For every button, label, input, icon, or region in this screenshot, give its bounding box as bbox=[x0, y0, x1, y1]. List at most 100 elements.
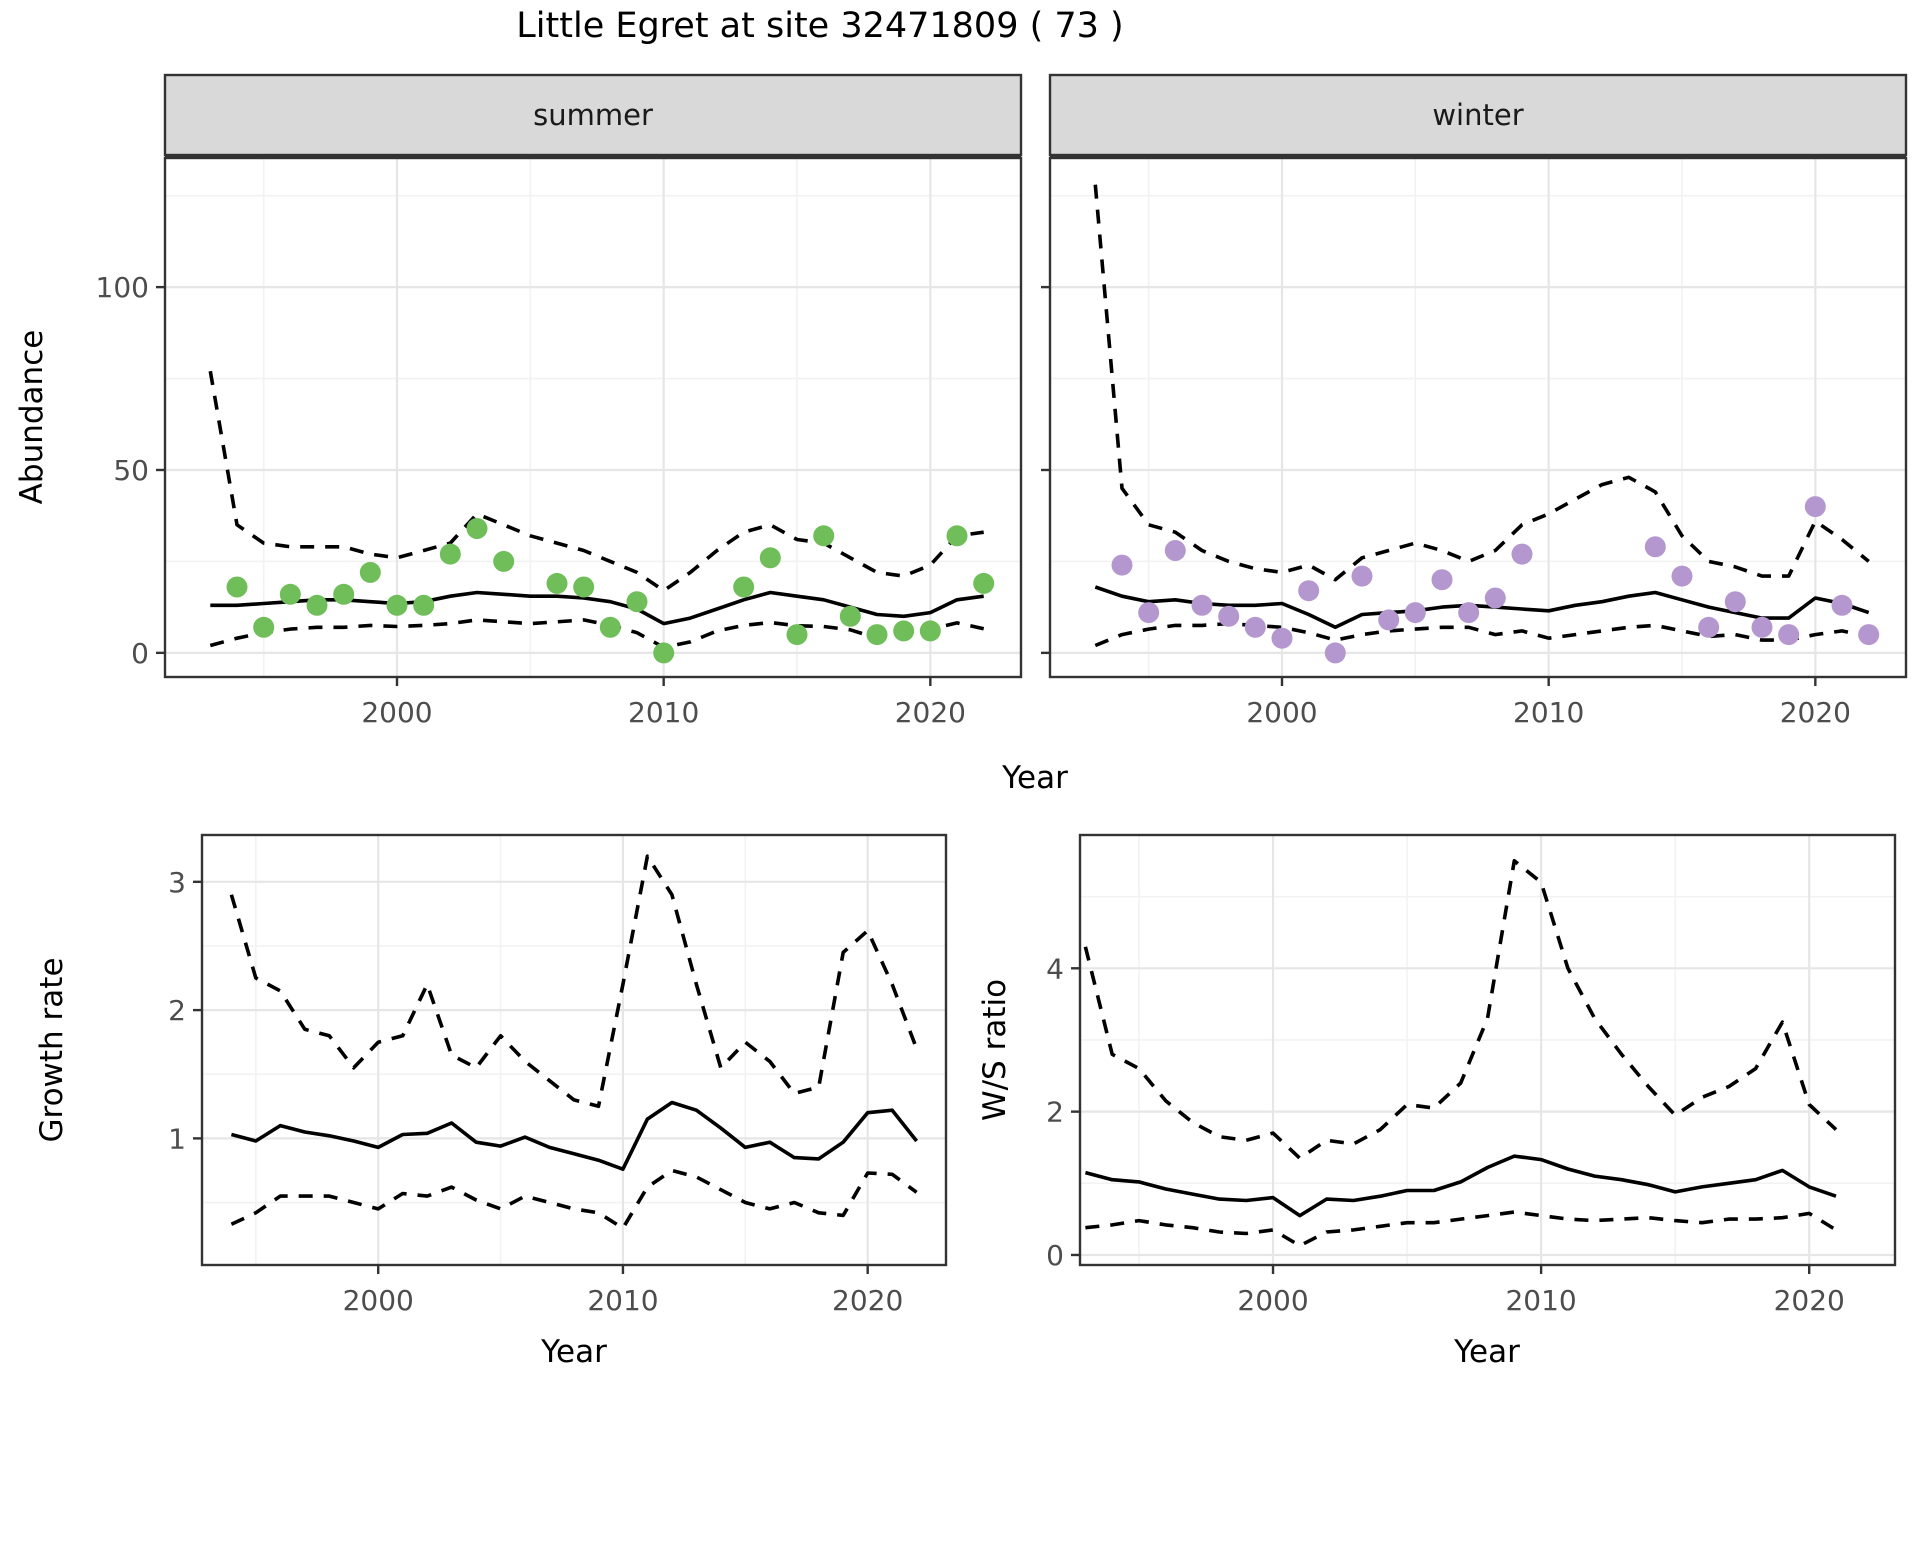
data-point bbox=[1751, 616, 1773, 638]
x-tick-label: 2020 bbox=[1774, 1284, 1845, 1317]
x-tick-label: 2000 bbox=[1246, 696, 1317, 729]
growth-rate-axis-title: Growth rate bbox=[34, 957, 70, 1143]
data-point bbox=[1324, 642, 1346, 664]
fit-line bbox=[230, 1100, 919, 1171]
data-point bbox=[1191, 594, 1213, 616]
x-tick-label: 2000 bbox=[1237, 1284, 1308, 1317]
data-point bbox=[1271, 627, 1293, 649]
growth-rate-panel: 2000 2010 2020 1 2 3 bbox=[168, 833, 948, 1317]
data-point bbox=[1218, 605, 1240, 627]
gridlines bbox=[165, 158, 1021, 677]
data-point bbox=[1431, 569, 1453, 591]
data-point bbox=[1138, 602, 1160, 624]
lower_ci-line bbox=[209, 618, 985, 650]
x-tick-label: 2010 bbox=[1505, 1284, 1576, 1317]
data-point bbox=[1804, 496, 1826, 518]
data-point bbox=[1404, 602, 1426, 624]
upper_ci-line bbox=[1083, 859, 1838, 1160]
data-point bbox=[759, 547, 781, 569]
y-tick-label: 3 bbox=[168, 866, 186, 899]
data-point bbox=[1111, 554, 1133, 576]
gridlines bbox=[1080, 835, 1895, 1265]
data-point bbox=[1378, 609, 1400, 631]
panel-border bbox=[1078, 833, 1897, 1267]
x-tick-label: 2010 bbox=[628, 696, 699, 729]
data-point bbox=[599, 616, 621, 638]
upper_ci-line bbox=[1093, 184, 1870, 582]
facet-strip-label: summer bbox=[533, 98, 653, 132]
data-point bbox=[1698, 616, 1720, 638]
data-point bbox=[973, 572, 995, 594]
data-point bbox=[946, 525, 968, 547]
y-tick-label: 0 bbox=[1046, 1239, 1064, 1272]
data-point bbox=[1724, 591, 1746, 613]
abundance-axis-title: Abundance bbox=[14, 329, 50, 505]
abundance-winter-panel: 2000 2010 2020 winter bbox=[1041, 73, 1908, 729]
panel-background bbox=[202, 835, 946, 1265]
abundance-summer-panel: 2000 2010 2020 0 50 100 summer bbox=[96, 73, 1023, 729]
observed_counts-points bbox=[226, 518, 995, 664]
plot-title: Little Egret at site 32471809 ( 73 ) bbox=[516, 6, 1124, 46]
y-tick-label: 4 bbox=[1046, 952, 1064, 985]
x-tick-label: 2010 bbox=[587, 1284, 658, 1317]
data-point bbox=[413, 594, 435, 616]
data-point bbox=[333, 583, 355, 605]
y-tick-label: 1 bbox=[168, 1122, 186, 1155]
data-point bbox=[386, 594, 408, 616]
data-point bbox=[226, 576, 248, 598]
data-point bbox=[573, 576, 595, 598]
lower_ci-line bbox=[1085, 1210, 1837, 1248]
data-point bbox=[1351, 565, 1373, 587]
axis-ticks: 2000 2010 2020 0 50 100 bbox=[96, 271, 966, 729]
year-axis-title-top: Year bbox=[1002, 760, 1068, 796]
x-tick-label: 2020 bbox=[895, 696, 966, 729]
facet-strip: winter bbox=[1048, 73, 1908, 158]
y-tick-label: 0 bbox=[131, 637, 149, 670]
data-point bbox=[839, 605, 861, 627]
data-point bbox=[546, 572, 568, 594]
x-tick-label: 2020 bbox=[1780, 696, 1851, 729]
data-point bbox=[1858, 624, 1880, 646]
fit-line bbox=[1094, 585, 1870, 630]
data-point bbox=[279, 583, 301, 605]
data-point bbox=[866, 624, 888, 646]
data-point bbox=[306, 594, 328, 616]
ws-ratio-panel: 2000 2010 2020 0 2 4 bbox=[1046, 833, 1897, 1317]
y-tick-label: 2 bbox=[1046, 1096, 1064, 1129]
data-point bbox=[1778, 624, 1800, 646]
y-tick-label: 2 bbox=[168, 994, 186, 1027]
data-point bbox=[786, 624, 808, 646]
data-point bbox=[1244, 616, 1266, 638]
x-tick-label: 2020 bbox=[832, 1284, 903, 1317]
facet-strip: summer bbox=[163, 73, 1023, 158]
data-point bbox=[1831, 594, 1853, 616]
data-point bbox=[359, 561, 381, 583]
data-point bbox=[733, 576, 755, 598]
axis-ticks: 2000 2010 2020 1 2 3 bbox=[168, 866, 903, 1317]
y-tick-label: 100 bbox=[96, 271, 149, 304]
gridlines bbox=[1050, 158, 1906, 677]
data-point bbox=[439, 543, 461, 565]
data-point bbox=[466, 518, 488, 539]
data-point bbox=[1671, 565, 1693, 587]
data-point bbox=[1458, 602, 1480, 624]
data-point bbox=[1484, 587, 1506, 609]
data-point bbox=[1511, 543, 1533, 565]
upper_ci-line bbox=[229, 854, 919, 1109]
facet-strip-label: winter bbox=[1432, 98, 1523, 132]
fit-line bbox=[1084, 1154, 1837, 1218]
data-point bbox=[493, 550, 515, 572]
data-point bbox=[253, 616, 275, 638]
axis-ticks: 2000 2010 2020 bbox=[1041, 285, 1851, 729]
ws-ratio-axis-title: W/S ratio bbox=[977, 978, 1013, 1122]
data-point bbox=[1644, 536, 1666, 558]
axis-ticks: 2000 2010 2020 0 2 4 bbox=[1046, 952, 1845, 1317]
data-point bbox=[893, 620, 915, 642]
y-tick-label: 50 bbox=[113, 454, 149, 487]
panel-background bbox=[1050, 158, 1906, 677]
x-tick-label: 2010 bbox=[1513, 696, 1584, 729]
lower_ci-line bbox=[230, 1168, 918, 1230]
data-point bbox=[919, 620, 941, 642]
panel-background bbox=[1080, 835, 1895, 1265]
